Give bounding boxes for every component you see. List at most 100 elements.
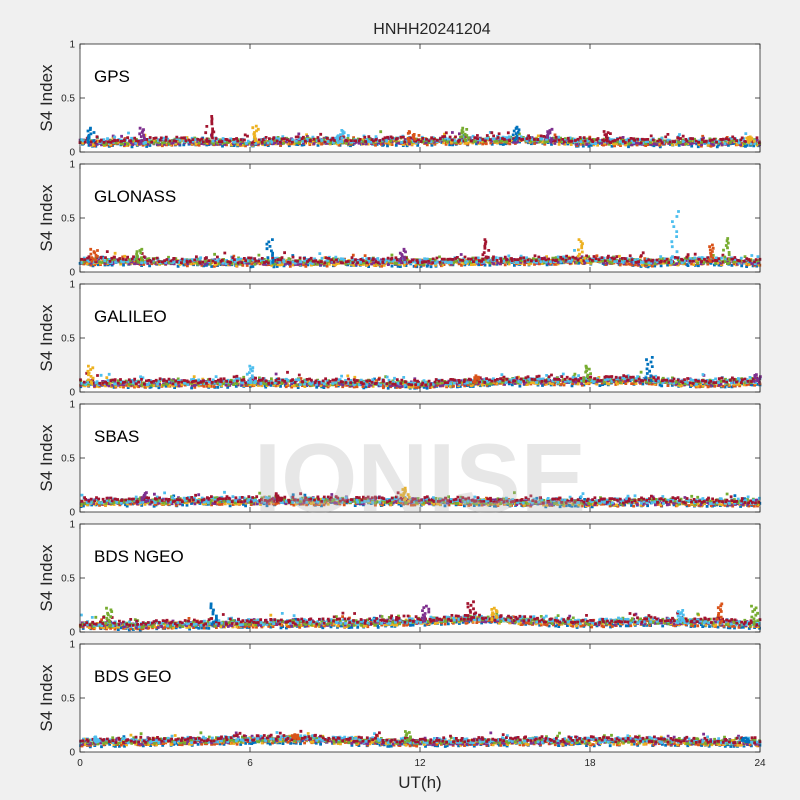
y-axis-label: S4 Index bbox=[37, 184, 56, 252]
peak-cluster bbox=[490, 606, 499, 622]
panel-label: SBAS bbox=[94, 427, 139, 446]
peak-cluster bbox=[135, 247, 144, 263]
panel-label: BDS NGEO bbox=[94, 547, 184, 566]
series-4-points bbox=[78, 131, 761, 147]
y-axis-label: S4 Index bbox=[37, 424, 56, 492]
peak-cluster bbox=[401, 486, 411, 503]
peak-cluster bbox=[89, 247, 99, 263]
series-2-points bbox=[80, 253, 762, 268]
peak-cluster bbox=[86, 364, 95, 385]
peak-cluster bbox=[746, 135, 756, 144]
y-tick-label: 1 bbox=[69, 40, 75, 51]
peak-cluster bbox=[205, 115, 214, 143]
peak-cluster bbox=[251, 124, 260, 144]
series-7-points bbox=[79, 611, 762, 627]
watermark: IONISE bbox=[254, 423, 586, 533]
peak-cluster bbox=[104, 606, 114, 627]
panel-sbas: 0 0.5 1 SBAS S4 Index bbox=[37, 400, 762, 519]
series-7-points bbox=[80, 250, 762, 265]
series-5-points bbox=[81, 252, 760, 266]
y-axis-label: S4 Index bbox=[37, 304, 56, 372]
panel-bds-geo: 0 0.5 1 BDS GEO S4 Index bbox=[37, 640, 762, 759]
peak-cluster bbox=[582, 364, 592, 383]
peak-cluster bbox=[545, 127, 554, 143]
peak-cluster bbox=[209, 602, 218, 626]
y-tick-label: 0 bbox=[69, 268, 75, 279]
x-axis-label: UT(h) bbox=[398, 773, 441, 792]
peak-cluster bbox=[403, 730, 412, 744]
peak-cluster bbox=[741, 736, 751, 744]
x-tick-label: 18 bbox=[584, 758, 596, 769]
y-axis-label: S4 Index bbox=[37, 544, 56, 612]
series-7-points bbox=[78, 130, 761, 145]
x-tick-label: 0 bbox=[77, 758, 83, 769]
peak-cluster bbox=[511, 125, 521, 142]
panel-label: BDS GEO bbox=[94, 667, 171, 686]
y-tick-label: 1 bbox=[69, 400, 75, 411]
x-tick-label: 6 bbox=[247, 758, 253, 769]
plot-area bbox=[80, 524, 760, 632]
peak-cluster bbox=[406, 130, 417, 143]
peak-cluster bbox=[86, 126, 96, 144]
panel-glonass: 0 0.5 1 GLONASS S4 Index bbox=[37, 160, 762, 279]
series-6-points bbox=[79, 731, 762, 745]
y-tick-label: 1 bbox=[69, 280, 75, 291]
peak-cluster bbox=[715, 602, 724, 625]
series-3-points bbox=[79, 374, 762, 389]
peak-cluster bbox=[707, 243, 715, 263]
peak-cluster bbox=[602, 130, 612, 144]
scatter-points bbox=[79, 729, 762, 749]
y-tick-label: 0.5 bbox=[61, 214, 75, 225]
panel-label: GALILEO bbox=[94, 307, 167, 326]
peak-cluster bbox=[93, 735, 101, 744]
peak-cluster bbox=[472, 374, 481, 384]
peak-cluster bbox=[138, 126, 147, 144]
panels: 0 0.5 1 GPS S4 Index 0 0.5 1 GLONASS S4 Index 0 0.5… bbox=[37, 40, 762, 759]
series-7-points bbox=[79, 370, 760, 387]
y-axis-label: S4 Index bbox=[37, 64, 56, 132]
panel-galileo: 0 0.5 1 GALILEO S4 Index bbox=[37, 280, 762, 399]
peak-cluster bbox=[460, 126, 470, 142]
x-tick-label: 12 bbox=[414, 758, 426, 769]
y-tick-label: 0 bbox=[69, 388, 75, 399]
peak-cluster bbox=[245, 364, 255, 384]
plot-area bbox=[80, 284, 760, 392]
series-1-points bbox=[79, 376, 762, 390]
panel-label: GLONASS bbox=[94, 187, 176, 206]
peak-cluster bbox=[274, 492, 284, 503]
peak-cluster bbox=[576, 238, 587, 262]
plot-area bbox=[80, 404, 760, 512]
y-tick-label: 0 bbox=[69, 748, 75, 759]
panel-gps: 0 0.5 1 GPS S4 Index bbox=[37, 40, 762, 159]
scatter-points bbox=[79, 486, 762, 509]
peak-cluster bbox=[676, 609, 685, 624]
series-6-points bbox=[79, 249, 760, 265]
y-tick-label: 1 bbox=[69, 640, 75, 651]
peak-cluster bbox=[290, 733, 300, 741]
peak-cluster bbox=[466, 600, 476, 621]
series-6-points bbox=[79, 372, 762, 387]
peak-cluster bbox=[644, 356, 654, 382]
figure-title: HNHH20241204 bbox=[373, 21, 491, 38]
series-5-points bbox=[79, 130, 762, 146]
y-tick-label: 0.5 bbox=[61, 454, 75, 465]
scatter-points bbox=[78, 210, 762, 269]
y-tick-label: 0.5 bbox=[61, 94, 75, 105]
peak-cluster bbox=[140, 491, 150, 504]
peak-cluster bbox=[752, 373, 762, 383]
x-tick-labels: 0 6 12 18 24 bbox=[77, 758, 766, 769]
scatter-points bbox=[78, 115, 762, 149]
plot-area bbox=[80, 644, 760, 752]
peak-cluster bbox=[335, 129, 346, 143]
series-6-points bbox=[80, 490, 761, 505]
plot-area bbox=[80, 164, 760, 272]
peak-cluster bbox=[670, 210, 680, 264]
peak-cluster bbox=[722, 237, 731, 263]
y-tick-label: 0 bbox=[69, 148, 75, 159]
scatter-points bbox=[79, 356, 762, 390]
series-7-points bbox=[80, 491, 761, 505]
panel-label: GPS bbox=[94, 67, 130, 86]
peak-cluster bbox=[420, 604, 431, 623]
peak-cluster bbox=[265, 238, 275, 264]
